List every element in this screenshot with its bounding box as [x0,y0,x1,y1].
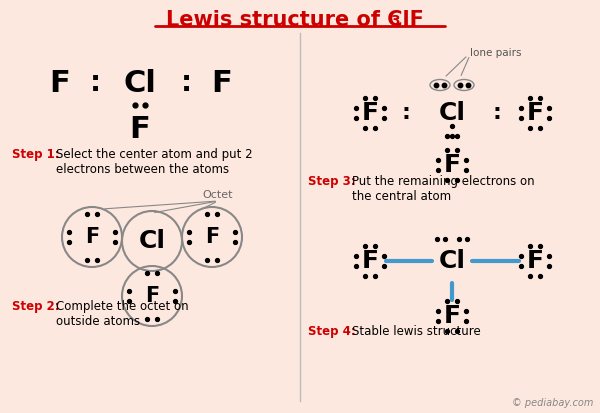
Text: F: F [205,227,219,247]
Text: Cl: Cl [439,249,466,273]
Text: F: F [130,114,151,143]
Text: Step 2:: Step 2: [12,300,59,313]
Text: F: F [443,304,461,328]
Text: lone pairs: lone pairs [470,48,521,58]
Text: Select the center atom and put 2
electrons between the atoms: Select the center atom and put 2 electro… [56,148,253,176]
Text: Step 3:: Step 3: [308,175,356,188]
Text: Cl: Cl [439,101,466,125]
Text: F: F [85,227,99,247]
Text: F: F [527,249,544,273]
Text: :: : [493,103,502,123]
Text: F: F [50,69,70,97]
Text: F: F [443,153,461,177]
Text: F: F [361,249,379,273]
Text: Stable lewis structure: Stable lewis structure [352,325,481,338]
Text: 3: 3 [390,14,400,28]
Text: :: : [401,103,410,123]
Text: :: : [89,69,101,97]
Text: Octet: Octet [203,190,233,200]
Text: Cl: Cl [124,69,157,97]
Text: © pediabay.com: © pediabay.com [512,398,593,408]
Text: F: F [145,286,159,306]
Text: Cl: Cl [139,229,166,253]
Text: Put the remaining electrons on
the central atom: Put the remaining electrons on the centr… [352,175,535,203]
Text: :: : [181,69,191,97]
Text: F: F [527,101,544,125]
Text: Complete the octet on
outside atoms: Complete the octet on outside atoms [56,300,188,328]
Text: F: F [212,69,232,97]
Text: Lewis structure of ClF: Lewis structure of ClF [166,10,424,30]
Text: Step 4:: Step 4: [308,325,356,338]
Text: Step 1:: Step 1: [12,148,59,161]
Text: F: F [361,101,379,125]
